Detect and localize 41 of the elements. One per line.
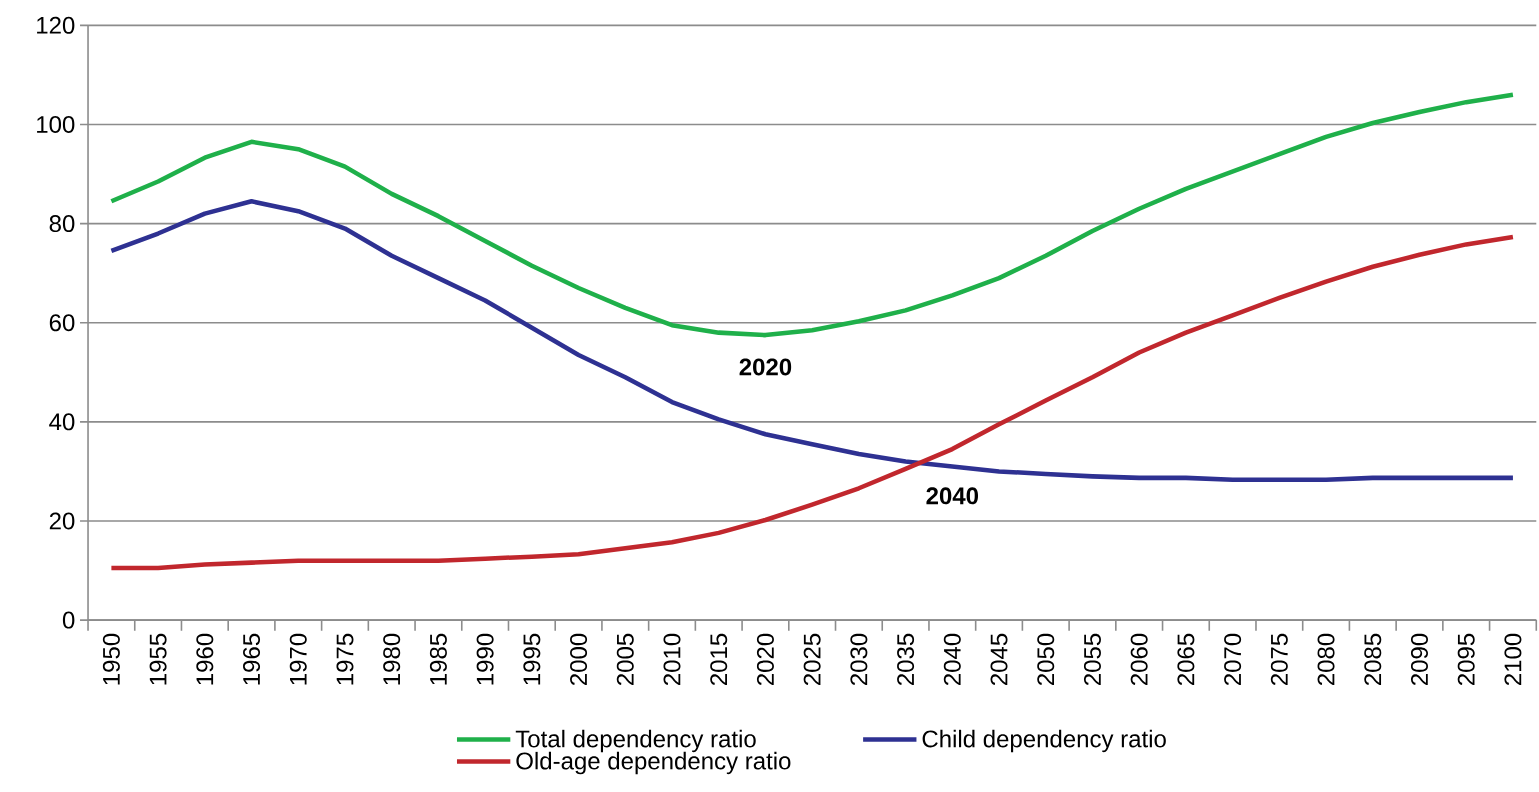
y-tick-label: 100 (37, 115, 75, 133)
x-tick-label: 2025 (803, 633, 821, 685)
x-tick-label: 2050 (1037, 633, 1055, 685)
x-tick-label: 1990 (476, 633, 494, 685)
x-tick-label: 2060 (1130, 633, 1148, 685)
x-tick-label: 2055 (1083, 633, 1101, 685)
x-tick-label: 2035 (897, 633, 915, 685)
y-tick-label: 0 (62, 611, 75, 629)
x-tick-label: 1970 (289, 633, 307, 685)
annotation: 2020 (739, 358, 792, 376)
x-tick-label: 2065 (1177, 633, 1195, 685)
y-tick-label: 40 (49, 413, 75, 431)
x-tick-label: 2075 (1270, 633, 1288, 685)
x-tick-label: 2095 (1457, 633, 1475, 685)
x-tick-label: 1975 (336, 633, 354, 685)
x-tick-label: 1950 (102, 633, 120, 685)
x-tick-label: 2045 (990, 633, 1008, 685)
x-tick-label: 2040 (943, 633, 961, 685)
x-tick-label: 2020 (756, 633, 774, 685)
x-tick-label: 1965 (243, 633, 261, 685)
x-tick-label: 2070 (1224, 633, 1242, 685)
y-tick-label: 80 (49, 215, 75, 233)
y-tick-label: 60 (49, 314, 75, 332)
x-tick-label: 1980 (383, 633, 401, 685)
x-tick-label: 2030 (850, 633, 868, 685)
x-tick-label: 1995 (523, 633, 541, 685)
x-tick-label: 2085 (1364, 633, 1382, 685)
x-tick-label: 2015 (710, 633, 728, 685)
x-tick-label: 2090 (1410, 633, 1428, 685)
y-tick-label: 20 (49, 512, 75, 530)
x-tick-label: 1985 (429, 633, 447, 685)
legend-label: Child dependency ratio (922, 729, 1166, 753)
y-tick-label: 120 (37, 16, 75, 34)
x-tick-label: 2000 (570, 633, 588, 685)
x-tick-label: 1955 (149, 633, 167, 685)
x-tick-label: 2005 (616, 633, 634, 685)
x-tick-label: 2010 (663, 633, 681, 685)
x-tick-label: 2100 (1504, 633, 1522, 685)
annotation: 2040 (926, 487, 979, 505)
x-tick-label: 2080 (1317, 633, 1335, 685)
x-tick-label: 1960 (196, 633, 214, 685)
